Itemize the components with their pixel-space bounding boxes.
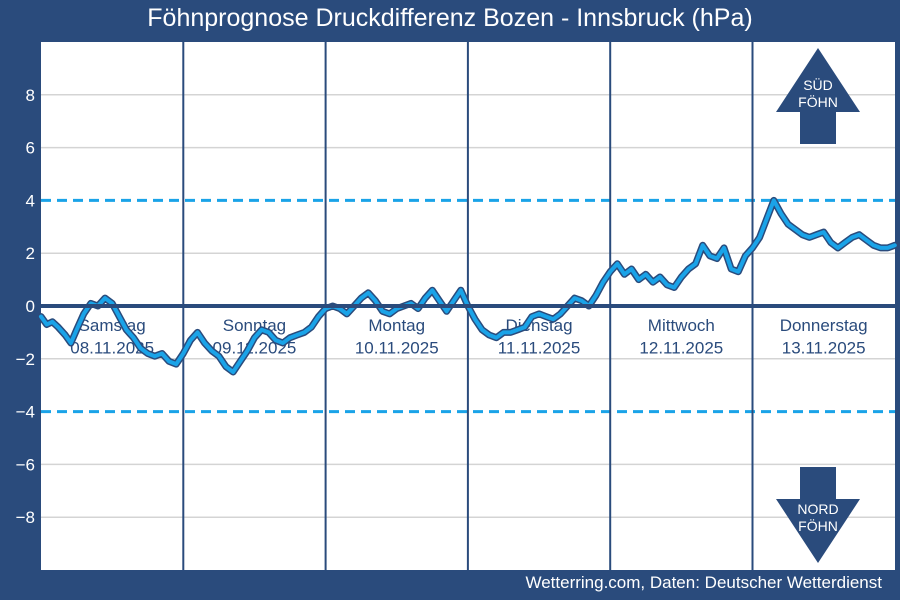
y-tick-label: −2 — [16, 350, 35, 369]
day-date-label: 11.11.2025 — [498, 339, 581, 358]
day-name-label: Samstag — [79, 316, 146, 335]
sued-foehn-label: FÖHN — [798, 93, 838, 110]
chart-title: Föhnprognose Druckdifferenz Bozen - Inns… — [147, 4, 753, 32]
source-credit: Wetterring.com, Daten: Deutscher Wetterd… — [525, 573, 882, 592]
day-date-label: 13.11.2025 — [782, 339, 866, 358]
nord-label: NORD — [797, 501, 838, 517]
y-tick-label: −4 — [16, 403, 35, 422]
y-tick-label: −6 — [16, 455, 35, 474]
day-date-label: 12.11.2025 — [639, 339, 723, 358]
nord-foehn-label: FÖHN — [798, 517, 838, 534]
day-name-label: Montag — [368, 316, 425, 335]
sued-label: SÜD — [803, 76, 833, 93]
day-name-label: Mittwoch — [648, 316, 715, 335]
y-tick-label: 4 — [26, 191, 35, 210]
y-tick-label: 0 — [26, 297, 35, 316]
day-name-label: Donnerstag — [780, 316, 868, 335]
nord-foehn-arrow-icon — [776, 467, 860, 563]
day-name-label: Sonntag — [223, 316, 286, 335]
y-tick-label: 8 — [26, 86, 35, 105]
sued-foehn-arrow-icon — [776, 48, 860, 144]
y-tick-label: 2 — [26, 244, 35, 263]
day-date-label: 10.11.2025 — [355, 339, 439, 358]
y-tick-label: −8 — [16, 508, 35, 527]
y-tick-label: 6 — [26, 139, 35, 158]
series-line — [39, 198, 897, 374]
